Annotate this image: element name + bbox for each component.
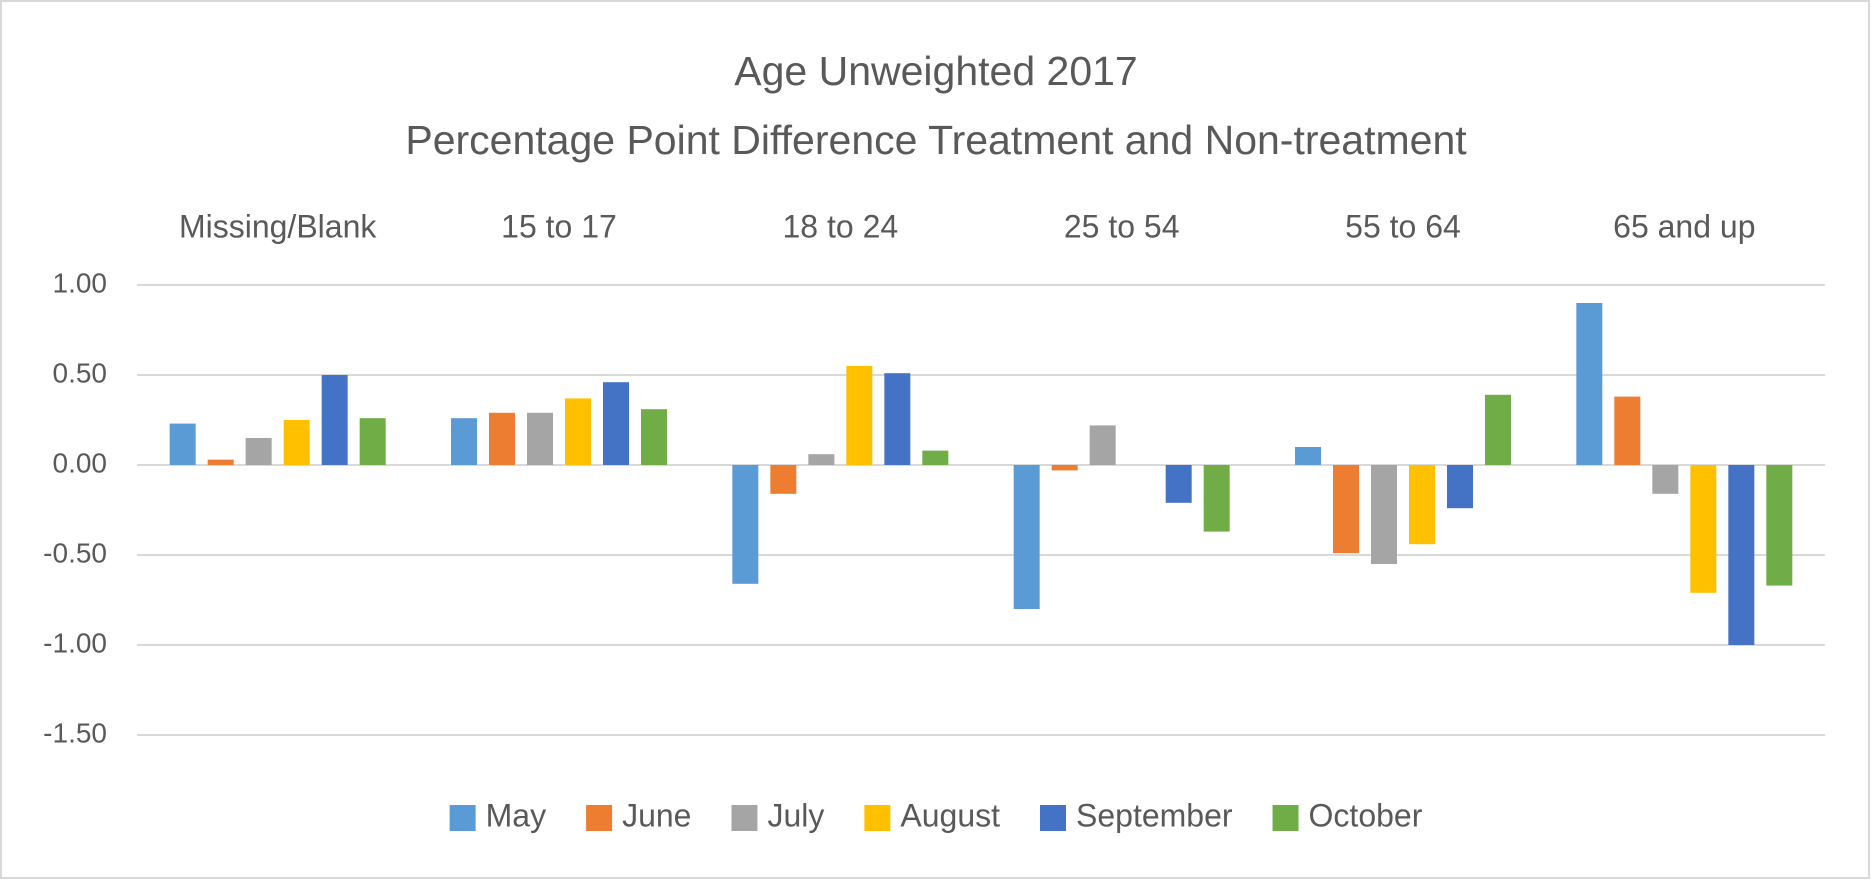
y-tick-label: -1.00 [43,627,107,658]
y-tick-label: -1.50 [43,717,107,748]
x-tick-label: 18 to 24 [783,208,899,244]
legend-swatch [1272,805,1299,831]
bar [732,465,759,584]
x-tick-label: 15 to 17 [501,208,617,244]
bar [1165,465,1192,503]
legend-swatch [449,805,476,831]
legend-label: October [1309,797,1423,833]
bar [1728,465,1755,645]
bar [808,454,835,465]
bar [770,465,797,494]
bar [1371,465,1397,564]
bar [1576,303,1603,465]
bar [641,409,667,465]
bar [1690,465,1717,593]
bar [846,366,873,465]
legend-swatch [1040,805,1067,831]
chart-title: Age Unweighted 2017 [734,48,1137,94]
bar [169,423,196,465]
legend-swatch [586,805,613,831]
x-tick-label: 55 to 64 [1345,208,1461,244]
bar [245,438,272,465]
bar [527,412,553,465]
legend-label: July [767,797,824,833]
bar [565,398,591,465]
legend-label: September [1076,797,1233,833]
bar [359,418,386,465]
bar [884,373,911,465]
bar [1766,465,1793,586]
y-tick-label: 1.00 [53,267,108,298]
bar [489,412,515,465]
bar [1485,394,1511,465]
legend-label: August [900,797,1000,833]
bar [1333,465,1359,554]
bar [1447,465,1473,509]
x-tick-label: Missing/Blank [179,208,377,244]
y-tick-label: -0.50 [43,537,107,568]
bar [1614,396,1641,465]
bar [1652,465,1679,494]
bar [1089,425,1116,465]
bar [207,459,234,465]
x-tick-label: 25 to 54 [1064,208,1180,244]
bar [922,450,949,465]
bar [603,382,629,465]
legend-swatch [864,805,891,831]
x-tick-label: 65 and up [1613,208,1755,244]
bar [321,375,348,465]
bar [1051,465,1078,471]
legend-label: June [622,797,691,833]
bar [283,420,310,465]
y-tick-label: 0.50 [53,357,108,388]
y-tick-label: 0.00 [53,447,108,478]
bar [1409,465,1435,545]
legend-label: May [486,797,546,833]
bar [1295,447,1321,465]
legend-swatch [731,805,758,831]
chart-subtitle: Percentage Point Difference Treatment an… [405,117,1467,163]
bar [1203,465,1230,532]
bar [1013,465,1040,609]
bar [451,418,477,465]
